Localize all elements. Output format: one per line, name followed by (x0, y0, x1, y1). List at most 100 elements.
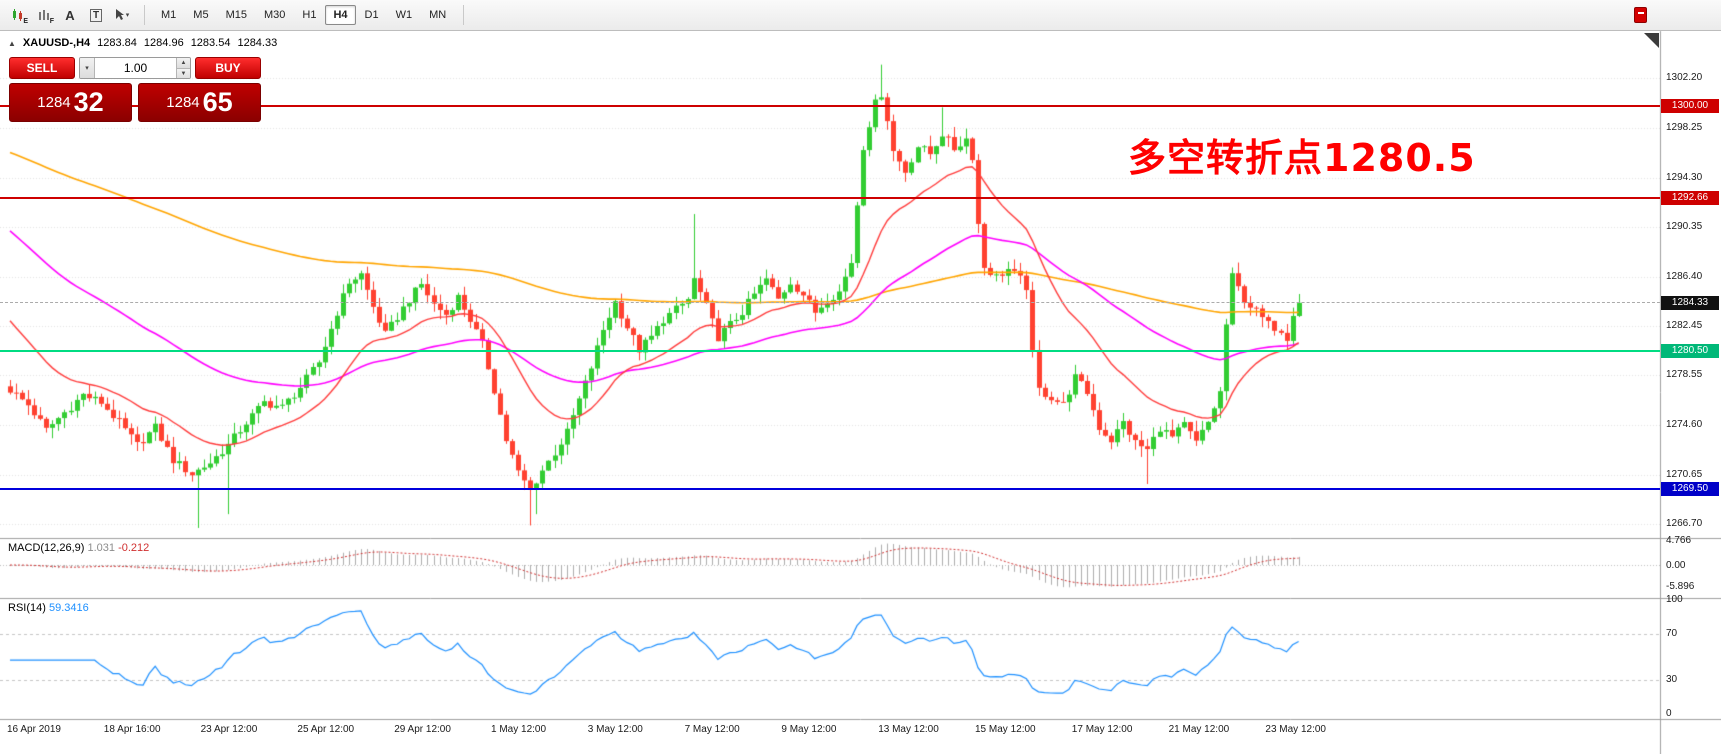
price-scale-label: 1286.40 (1666, 270, 1703, 282)
time-label: 9 May 12:00 (781, 724, 837, 735)
price-tag-1300.00: 1300.00 (1661, 99, 1719, 114)
time-label: 29 Apr 12:00 (394, 724, 451, 735)
symbol-label: XAUUSD-,H4 (22, 37, 91, 49)
time-label: 23 Apr 12:00 (200, 724, 258, 735)
lot-value[interactable]: 1.00 (123, 61, 148, 75)
text-label-tool-icon[interactable]: A (58, 3, 82, 27)
sell-button[interactable]: SELL (9, 57, 75, 79)
price-scale-label: 1298.25 (1666, 122, 1703, 134)
macd-scale-label: -5.896 (1666, 581, 1695, 592)
high-value: 1284.96 (143, 37, 184, 49)
candlestick-chart-tool-icon[interactable]: E (6, 3, 30, 27)
letter-a-icon: A (65, 7, 75, 23)
time-label: 1 May 12:00 (491, 724, 547, 735)
close-value: 1284.33 (237, 37, 278, 49)
cursor-tool-icon[interactable]: ▾ (110, 3, 134, 27)
lot-dropdown-icon[interactable]: ▾ (80, 58, 95, 78)
price-tag-1269.50: 1269.50 (1661, 482, 1719, 497)
bid-price-main: 1284 (37, 94, 71, 111)
rsi-scale-label: 30 (1666, 673, 1678, 685)
rsi-scale-label: 0 (1666, 708, 1672, 719)
ask-price-main: 1284 (166, 94, 200, 111)
time-label: 17 May 12:00 (1071, 724, 1133, 735)
macd-scale-label: 0.00 (1666, 560, 1686, 572)
timeframe-group: M1 M5 M15 M30 H1 H4 D1 W1 MN (153, 5, 455, 25)
lot-steppers: ▲ ▼ (176, 58, 190, 78)
price-scale-label: 1282.45 (1666, 320, 1703, 332)
tool-badge: E (23, 18, 28, 25)
low-value: 1283.54 (190, 37, 231, 49)
lot-size-field[interactable]: ▾ 1.00 ▲ ▼ (79, 57, 191, 79)
timeframe-h1[interactable]: H1 (302, 9, 317, 21)
timeframe-w1[interactable]: W1 (395, 9, 413, 21)
price-scale-label: 1294.30 (1666, 171, 1703, 183)
rsi-scale-label: 100 (1666, 594, 1683, 605)
timeframe-h4[interactable]: H4 (325, 5, 356, 25)
macd-main-value: 1.031 (87, 542, 116, 554)
price-scale-label: 1302.20 (1666, 72, 1703, 84)
macd-indicator-label: MACD(12,26,9) 1.031 -0.212 (8, 542, 149, 554)
one-click-panel-toggle[interactable]: ▲ (8, 38, 16, 48)
timeframe-m5[interactable]: M5 (193, 9, 209, 21)
template-tool-icon[interactable]: T (84, 3, 108, 27)
time-label: 25 Apr 12:00 (297, 724, 355, 735)
price-scale-label: 1266.70 (1666, 518, 1703, 530)
hline-1284.33[interactable] (0, 302, 1660, 304)
price-tag-1292.66: 1292.66 (1661, 191, 1719, 206)
open-value: 1283.84 (97, 37, 137, 49)
time-label: 23 May 12:00 (1265, 724, 1326, 735)
toolbar-separator (463, 5, 465, 25)
timeframe-mn[interactable]: MN (429, 9, 447, 21)
time-label: 7 May 12:00 (684, 724, 740, 735)
rsi-value: 59.3416 (48, 602, 89, 614)
price-scale-label: 1274.60 (1666, 418, 1703, 430)
chart-corner-triangle-icon[interactable] (1644, 33, 1659, 48)
bars-glyph-icon (39, 10, 49, 20)
price-tag-1284.33: 1284.33 (1661, 295, 1719, 310)
cursor-arrow-icon (115, 9, 124, 20)
timeframe-d1[interactable]: D1 (364, 9, 379, 21)
price-scale-label: 1290.35 (1666, 221, 1703, 233)
macd-scale-label: 4.766 (1666, 535, 1692, 546)
chart-header: ▲ XAUUSD-,H4 1283.84 1284.96 1283.54 128… (8, 37, 277, 49)
tool-badge: F (49, 18, 54, 25)
lot-decrease-icon[interactable]: ▼ (177, 69, 190, 78)
toolbar-separator (144, 5, 145, 25)
time-label: 18 Apr 16:00 (103, 724, 161, 735)
bar-chart-tool-icon[interactable]: F (32, 3, 56, 27)
red-flag-icon[interactable] (1634, 7, 1647, 23)
rsi-indicator-label: RSI(14) 59.3416 (8, 602, 89, 614)
timeframe-m15[interactable]: M15 (225, 9, 247, 21)
hline-1292.66[interactable] (0, 197, 1660, 200)
price-scale-label: 1270.65 (1666, 468, 1703, 480)
buy-button[interactable]: BUY (195, 57, 261, 79)
macd-signal-value: -0.212 (118, 542, 150, 554)
ask-price-pips: 65 (202, 87, 233, 117)
letter-t-icon: T (89, 8, 103, 22)
annotation-text: 多空转折点1280.5 (1128, 136, 1476, 180)
bid-price-pips: 32 (73, 87, 104, 117)
hline-1300[interactable] (0, 105, 1660, 108)
macd-name: MACD(12,26,9) (8, 542, 85, 554)
one-click-trading-panel: SELL ▾ 1.00 ▲ ▼ BUY 1284 32 1284 65 (9, 57, 261, 122)
chevron-down-icon: ▾ (125, 12, 130, 19)
time-label: 3 May 12:00 (587, 724, 643, 735)
ask-price-box[interactable]: 1284 65 (138, 83, 261, 122)
time-label: 13 May 12:00 (878, 724, 939, 735)
rsi-scale-label: 70 (1666, 628, 1678, 640)
price-tag-1280.50: 1280.50 (1661, 343, 1719, 358)
time-label: 16 Apr 2019 (7, 724, 61, 735)
rsi-name: RSI(14) (8, 602, 46, 614)
lot-increase-icon[interactable]: ▲ (177, 58, 190, 69)
time-label: 21 May 12:00 (1168, 724, 1230, 735)
price-scale-label: 1278.55 (1666, 369, 1703, 381)
hline-1269.5[interactable] (0, 488, 1660, 491)
timeframe-m30[interactable]: M30 (263, 9, 286, 21)
hline-1280.5[interactable] (0, 349, 1660, 352)
candles-glyph-icon (13, 9, 22, 21)
time-label: 15 May 12:00 (975, 724, 1036, 735)
bid-price-box[interactable]: 1284 32 (9, 83, 132, 122)
timeframe-m1[interactable]: M1 (161, 9, 177, 21)
